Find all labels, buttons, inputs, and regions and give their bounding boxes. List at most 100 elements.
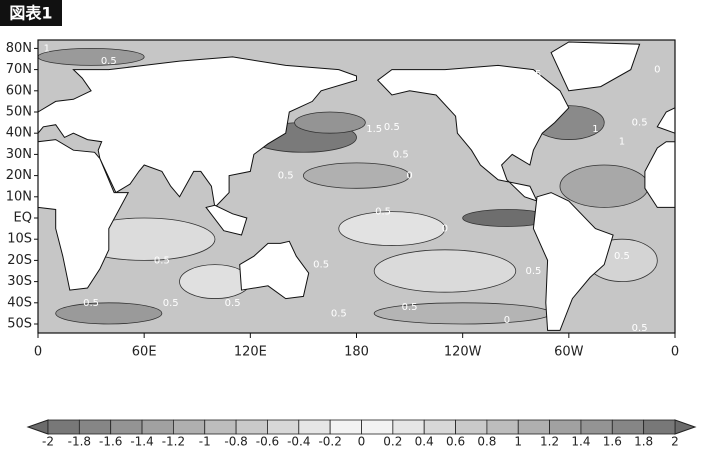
colorbar-end [26,419,49,435]
contour-label: 1 [619,137,625,148]
contour-label: 0.5 [260,69,276,80]
figure-label: 図表1 [9,4,52,23]
colorbar-segment [110,419,143,435]
colorbar-segment [329,419,362,435]
contour-label: 0 [442,224,448,235]
colorbar-tick-label: -1.6 [99,435,122,449]
colorbar-segment [78,419,112,435]
colorbar-tick-label: -2 [42,435,54,449]
contour-label: 0.5 [393,149,409,160]
lat-label: 60N [6,83,32,98]
colorbar-tick-label: -1 [199,435,211,449]
colorbar-tick-label: -1.8 [68,435,91,449]
south-america [532,192,614,331]
lat-label: 30S [7,274,32,289]
lon-label: 0 [671,345,679,360]
colorbar-tick-label: -0.2 [318,435,341,449]
colorbar-tick-label: 1.2 [540,435,559,449]
lat-label: 80N [6,41,32,56]
lon-label: 60E [132,345,157,360]
map: 10.50.50.51.5 0.50.500.50.500.50.50.5 0.5 0… [37,39,676,334]
contour-label: 0.5 [525,69,541,80]
lon-label: 0 [34,345,42,360]
colorbar-segment [267,419,300,435]
contour-label: 0.5 [614,251,630,262]
indonesia [205,204,248,236]
colorbar-segment [423,419,456,435]
contour-label: 0.5 [375,207,391,218]
colorbar-tick-label: -1.4 [130,435,153,449]
colorbar-tick-label: 0.2 [383,435,402,449]
contour-label: 0.5 [402,302,418,313]
australia [239,240,310,300]
north-america [376,64,570,202]
contour-label: 0.5 [384,122,400,133]
colorbar-tick-label: -1.2 [162,435,185,449]
contour-label: 0.5 [632,118,648,129]
colorbar-segment [47,419,80,435]
colorbar-tick-label: -0.6 [256,435,279,449]
lat-label: EQ [14,211,32,226]
lat-label: 10N [6,189,32,204]
contour-label: 0 [504,315,510,326]
colorbar-segment [204,419,237,435]
lat-label: 40S [7,295,32,310]
label-box [0,0,62,26]
colorbar-segment [580,419,613,435]
colorbar-tick-label: 2 [671,435,679,449]
contour-label: 0.5 [278,171,294,182]
contour-label: 0.5 [331,308,347,319]
lat-label: 30N [6,147,32,162]
colorbar-end [674,419,697,435]
contour-label: 0 [406,171,412,182]
contour-label: 0 [654,65,660,76]
contour-label: 0.5 [225,298,241,309]
africa-west [644,141,676,208]
lon-label: 120E [234,345,267,360]
africa [37,139,130,291]
colorbar-tick-label: 1 [514,435,522,449]
colorbar-segment [141,419,174,435]
colorbar-segment [298,419,331,435]
colorbar-tick-label: -0.8 [224,435,247,449]
colorbar-segment [172,419,206,435]
lat-label: 40N [6,126,32,141]
contour-label: 0.5 [525,266,541,277]
lat-label: 10S [7,232,32,247]
contour-label: 0.5 [101,56,117,67]
colorbar-segment [361,419,394,435]
contour-label: 0.5 [632,323,648,334]
lon-label: 120W [444,345,482,360]
colorbar-tick-label: -0.4 [287,435,310,449]
colorbar-tick-label: 0 [358,435,366,449]
lat-label: 20S [7,253,32,268]
greenland [550,41,641,92]
eurasia [37,56,357,209]
anomaly-region [559,164,649,208]
anomaly-region [55,302,163,325]
lon-label: 180 [344,345,369,360]
colorbar-tick-label: 0.8 [477,435,496,449]
colorbar-segment [549,419,582,435]
contour-label: 1 [44,43,50,54]
anomaly-region [373,249,517,293]
contour-label: 1.5 [366,124,382,135]
colorbar-tick-label: 1.8 [634,435,653,449]
colorbar-tick-label: 0.6 [446,435,465,449]
colorbar-segment [517,419,551,435]
colorbar-segment [392,419,425,435]
contour-label: 0.5 [154,255,170,266]
lat-label: 50N [6,105,32,120]
colorbar-tick-label: 0.4 [415,435,434,449]
colorbar-segment [486,419,519,435]
lon-label: 60W [554,345,584,360]
colorbar-segment [643,419,676,435]
colorbar-tick-label: 1.4 [571,435,590,449]
anomaly-region [302,162,410,189]
lat-label: 50S [7,317,32,332]
contour-label: 1 [592,124,598,135]
anomaly-region [294,111,366,134]
anomaly-region [37,48,145,66]
lat-label: 20N [6,168,32,183]
